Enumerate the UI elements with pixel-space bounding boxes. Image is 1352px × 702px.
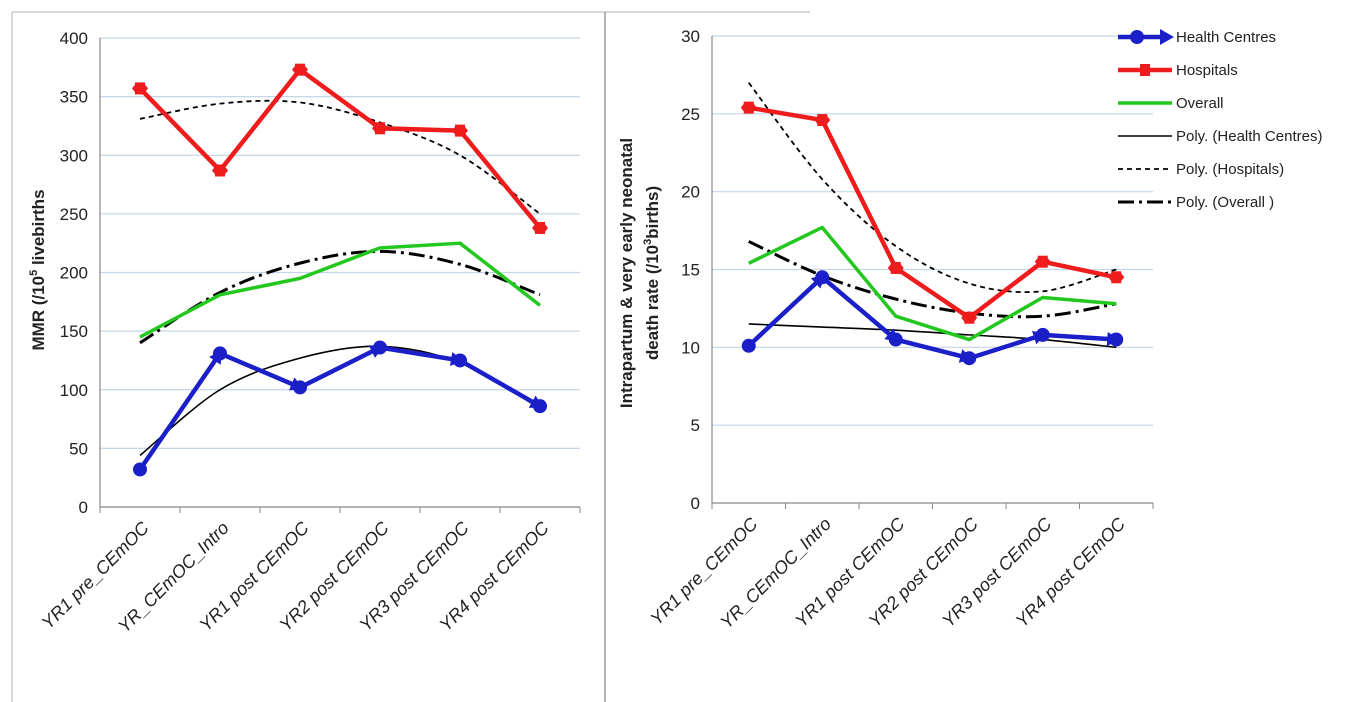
arrowhead-marker [450,352,464,366]
series-line-overall [747,225,1117,342]
series-line-hospitals [138,67,542,230]
legend-label: Poly. (Health Centres) [1176,128,1322,145]
chart-legend: Health Centres Hospitals Overall Poly. (Hea… [1118,29,1322,211]
diamond-marker [452,125,468,136]
y-tick-label: 10 [681,338,700,357]
y-tick-label: 50 [69,439,88,458]
legend-label: Hospitals [1176,62,1238,79]
series-line-poly-health-centres [748,323,1117,349]
diamond-marker [740,102,757,113]
data-point-health-centres [133,462,147,477]
diamond-marker [887,262,904,273]
data-point-hospitals [535,221,545,234]
diamond-marker [1108,272,1125,283]
y-tick-label: 30 [681,27,700,46]
data-point-hospitals [1037,255,1048,268]
series-line-poly-hospitals [139,99,541,215]
diamond-marker [372,123,388,134]
y-tick-label: 250 [60,205,88,224]
legend-marker-hospitals [1140,64,1150,76]
diamond-marker [532,222,548,233]
arrowhead-marker [958,349,974,363]
data-point-hospitals [964,311,975,324]
series-line-hospitals [748,105,1117,321]
y-axis-title-mmr: MMR (/105 livebirths [28,189,48,350]
series-line-poly-hospitals [748,82,1117,294]
series-line-health-centres [747,275,1117,361]
diamond-marker [212,165,228,176]
legend-label: Overall [1176,95,1224,112]
series-line-poly-overall [748,240,1117,319]
y-tick-label: 0 [691,494,700,513]
arrowhead-marker [368,345,384,358]
arrowhead-marker [884,328,899,343]
data-point-hospitals [295,63,305,76]
arrowhead-marker [1032,330,1047,345]
y-tick-label: 200 [60,264,88,283]
arrowhead-marker [810,274,826,289]
data-point-hospitals [455,124,465,137]
legend-marker-health-centres [1130,30,1144,44]
y-tick-label: 15 [681,261,700,280]
y-axis-title-neonatal-line1: Intrapartum & very early neonatal [617,138,636,408]
series-line-poly-health-centres [139,345,541,457]
data-point-hospitals [215,164,225,177]
y-tick-label: 5 [691,416,700,435]
y-tick-label: 0 [79,498,88,517]
arrowhead-marker [1106,331,1121,346]
series-line-poly-overall [139,249,541,345]
series-line-health-centres [138,345,542,471]
legend-arrow-health-centres [1160,29,1174,45]
y-axis-title-neonatal-line2: death rate (/103births) [642,186,662,360]
data-point-hospitals [135,82,145,95]
y-tick-label: 300 [60,146,88,165]
legend-label: Health Centres [1176,29,1276,46]
y-tick-label: 350 [60,88,88,107]
y-tick-label: 20 [681,183,700,202]
y-tick-label: 100 [60,381,88,400]
data-point-hospitals [743,101,754,114]
y-tick-label: 400 [60,29,88,48]
series-line-overall [139,241,542,339]
data-point-hospitals [817,114,828,127]
y-tick-label: 150 [60,322,88,341]
data-point-hospitals [890,261,901,274]
diamond-marker [1034,256,1051,267]
diamond-marker [814,115,831,126]
arrowhead-marker [528,395,544,409]
legend-label: Poly. (Overall ) [1176,194,1274,211]
y-tick-label: 25 [681,105,700,124]
data-point-hospitals [375,122,385,135]
legend-label: Poly. (Hospitals) [1176,161,1284,178]
diamond-marker [961,312,978,323]
arrowhead-marker [209,350,223,365]
data-point-hospitals [1111,271,1122,284]
data-point-health-centres [741,338,756,353]
arrowhead-marker [288,377,304,391]
diamond-marker [132,83,148,94]
diamond-marker [292,64,308,75]
